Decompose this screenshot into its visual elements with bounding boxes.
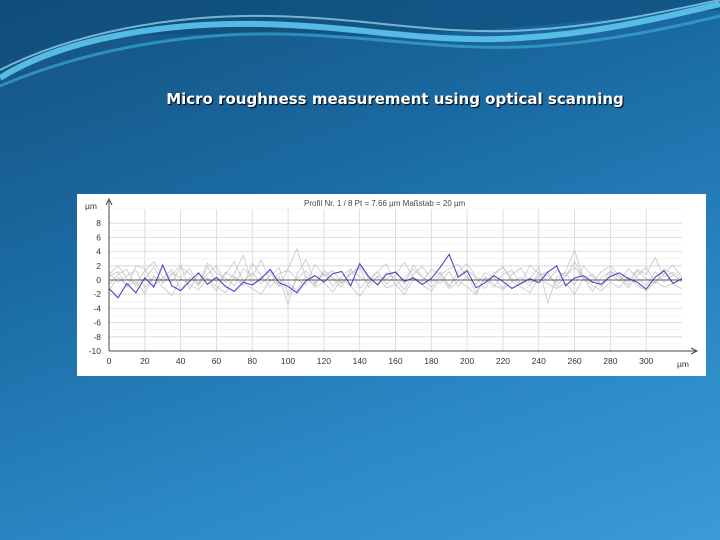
x-tick-label: 200 bbox=[460, 356, 474, 366]
y-tick-label: 0 bbox=[96, 275, 101, 285]
x-tick-label: 160 bbox=[388, 356, 402, 366]
x-tick-label: 40 bbox=[176, 356, 186, 366]
y-tick-label: 4 bbox=[96, 247, 101, 257]
x-tick-label: 80 bbox=[248, 356, 258, 366]
profile-series-highlight bbox=[108, 253, 683, 299]
y-tick-label: -10 bbox=[89, 346, 102, 356]
x-axis-arrow bbox=[690, 347, 699, 355]
y-tick-label: -2 bbox=[93, 289, 101, 299]
y-axis-label: µm bbox=[85, 201, 97, 211]
roughness-profile-chart: Profil Nr. 1 / 8 Pt = 7.66 µm Maßstab = … bbox=[85, 197, 699, 369]
profile-series-background bbox=[108, 256, 683, 288]
y-tick-label: 6 bbox=[96, 232, 101, 242]
x-tick-label: 60 bbox=[212, 356, 222, 366]
slide-title: Micro roughness measurement using optica… bbox=[166, 90, 624, 108]
x-tick-label: 260 bbox=[567, 356, 581, 366]
header-swoosh-decoration bbox=[0, 0, 720, 88]
x-tick-label: 20 bbox=[140, 356, 150, 366]
y-tick-label: -6 bbox=[93, 318, 101, 328]
y-axis-arrow bbox=[105, 197, 113, 206]
chart-header: Profil Nr. 1 / 8 Pt = 7.66 µm Maßstab = … bbox=[304, 199, 466, 208]
y-tick-label: -4 bbox=[93, 303, 101, 313]
x-tick-label: 220 bbox=[496, 356, 510, 366]
x-tick-label: 140 bbox=[353, 356, 367, 366]
y-tick-label: -8 bbox=[93, 332, 101, 342]
roughness-profile-figure: Profil Nr. 1 / 8 Pt = 7.66 µm Maßstab = … bbox=[77, 194, 706, 376]
y-tick-label: 8 bbox=[96, 218, 101, 228]
x-tick-label: 120 bbox=[317, 356, 331, 366]
x-tick-label: 100 bbox=[281, 356, 295, 366]
x-tick-label: 240 bbox=[532, 356, 546, 366]
y-tick-label: 2 bbox=[96, 261, 101, 271]
x-tick-label: 0 bbox=[107, 356, 112, 366]
x-tick-label: 180 bbox=[424, 356, 438, 366]
profile-series-background bbox=[108, 274, 683, 297]
x-tick-label: 280 bbox=[603, 356, 617, 366]
profile-series-background bbox=[108, 260, 683, 297]
x-axis-label: µm bbox=[677, 359, 689, 369]
x-tick-label: 300 bbox=[639, 356, 653, 366]
